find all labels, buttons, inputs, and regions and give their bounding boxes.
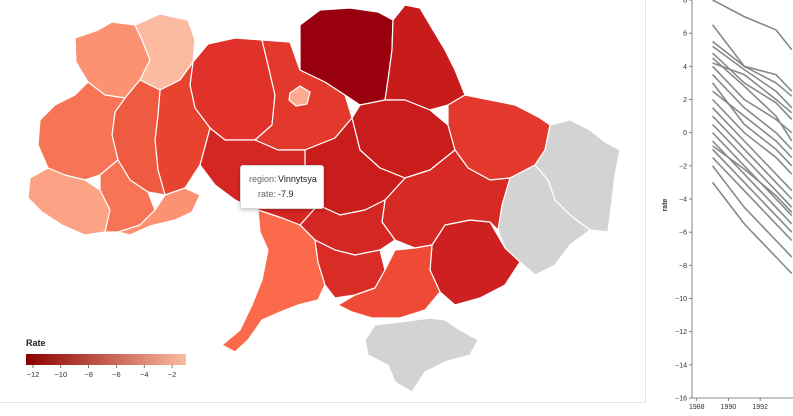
- legend-color-bar: [26, 354, 186, 365]
- region-tooltip: region: Vinnytsya rate: -7.9: [240, 165, 324, 209]
- legend-tick-label: −10: [54, 370, 67, 379]
- tooltip-rate-label: rate:: [258, 189, 277, 199]
- line-series-group: [711, 0, 793, 275]
- x-tick-label: 1988: [689, 404, 705, 411]
- y-axis: −16 −14 −12 −10 −8 −6 −4 −2 0 2 4 6 8: [675, 0, 693, 403]
- tooltip-region-value: Vinnytsya: [278, 174, 317, 184]
- x-tick-label: 1992: [752, 404, 768, 411]
- series-line[interactable]: [712, 148, 793, 233]
- series-line[interactable]: [712, 123, 793, 208]
- y-tick-label: −8: [679, 263, 687, 270]
- series-line[interactable]: [712, 156, 793, 242]
- series-line[interactable]: [712, 62, 793, 114]
- series-line[interactable]: [712, 65, 793, 134]
- series-line[interactable]: [712, 98, 793, 175]
- y-tick-label: 4: [683, 64, 687, 71]
- series-line[interactable]: [712, 45, 793, 109]
- region-zakarpattia[interactable]: [27, 167, 111, 236]
- series-line[interactable]: [711, 181, 793, 275]
- y-tick-label: −6: [679, 230, 687, 237]
- series-line[interactable]: [711, 82, 793, 167]
- y-tick-label: 6: [683, 31, 687, 38]
- region-chernivtsi[interactable]: [117, 187, 201, 236]
- legend-title: Rate: [26, 338, 46, 348]
- choropleth-map-panel: region: Vinnytsya rate: -7.9 Rate −12 −10…: [0, 0, 646, 403]
- line-chart-panel: rate −16 −14 −12 −10 −8 −6 −4 −2 0 2 4 6 8 1988 1990 1…: [655, 0, 793, 416]
- tooltip-rate-value: -7.9: [278, 189, 294, 199]
- region-kyiv-city[interactable]: [288, 85, 311, 107]
- y-tick-label: −10: [675, 296, 687, 303]
- legend-tick-label: −6: [112, 370, 121, 379]
- y-tick-label: −14: [675, 362, 687, 369]
- x-axis: 1988 1990 1992: [689, 397, 793, 411]
- y-tick-label: 8: [683, 0, 687, 5]
- series-line[interactable]: [712, 40, 793, 97]
- series-line[interactable]: [712, 115, 793, 200]
- region-crimea[interactable]: [364, 317, 479, 393]
- y-axis-label: rate: [662, 198, 669, 211]
- series-line[interactable]: [712, 90, 793, 159]
- tooltip-region-label: region:: [249, 174, 277, 184]
- color-legend: Rate −12 −10 −8 −6 −4 −2: [24, 338, 194, 388]
- legend-tick-label: −4: [140, 370, 149, 379]
- legend-gradient: −12 −10 −8 −6 −4 −2: [26, 354, 186, 379]
- series-line[interactable]: [712, 0, 793, 51]
- series-line[interactable]: [712, 57, 793, 142]
- x-tick-label: 1990: [721, 404, 737, 411]
- legend-tick-label: −2: [168, 370, 177, 379]
- region-kherson[interactable]: [337, 244, 441, 319]
- region-sumy[interactable]: [384, 4, 466, 111]
- series-line[interactable]: [711, 24, 793, 92]
- series-line[interactable]: [712, 107, 793, 192]
- series-line[interactable]: [711, 165, 793, 258]
- y-tick-label: −4: [679, 197, 687, 204]
- legend-tick-label: −12: [27, 370, 40, 379]
- series-line[interactable]: [712, 145, 793, 213]
- series-line[interactable]: [712, 74, 793, 150]
- y-tick-label: −16: [675, 396, 687, 403]
- legend-tick-label: −8: [84, 370, 93, 379]
- y-tick-label: −12: [675, 329, 687, 336]
- y-tick-label: −2: [679, 163, 687, 170]
- region-donetsk[interactable]: [497, 164, 591, 276]
- y-tick-label: 0: [683, 130, 687, 137]
- y-tick-label: 2: [683, 97, 687, 104]
